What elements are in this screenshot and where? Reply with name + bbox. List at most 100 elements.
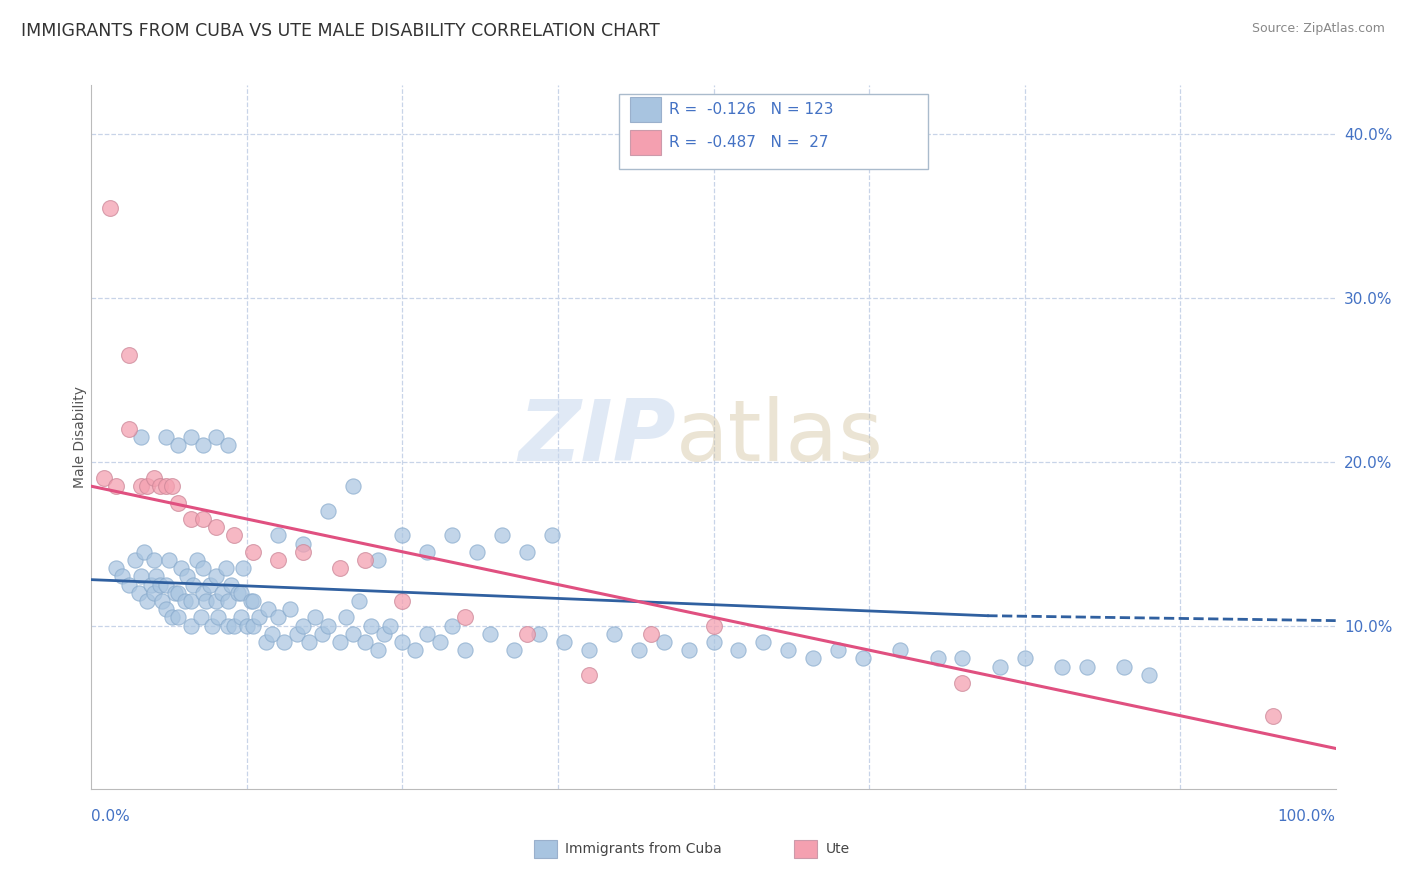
Point [118,348,141,362]
Point [211,586,233,600]
Point [1050,659,1073,673]
Point [329,635,352,649]
Point [242,545,264,559]
Point [242,594,264,608]
Point [207,610,229,624]
Point [155,479,177,493]
Text: R =  -0.126   N = 123: R = -0.126 N = 123 [669,103,834,117]
Point [193,438,215,452]
Point [173,594,195,608]
Text: ZIP: ZIP [519,395,676,479]
Point [170,561,193,575]
Point [391,635,413,649]
Point [702,618,725,632]
Text: IMMIGRANTS FROM CUBA VS UTE MALE DISABILITY CORRELATION CHART: IMMIGRANTS FROM CUBA VS UTE MALE DISABIL… [21,22,659,40]
Point [827,643,849,657]
Point [927,651,949,665]
Point [267,610,290,624]
Point [186,553,208,567]
Point [291,545,314,559]
Point [229,610,252,624]
Point [1263,708,1285,723]
Point [273,635,295,649]
Text: R =  -0.487   N =  27: R = -0.487 N = 27 [669,136,828,150]
Point [215,561,238,575]
Point [391,594,413,608]
Y-axis label: Male Disability: Male Disability [73,386,87,488]
Point [180,618,202,632]
Point [194,594,217,608]
Point [702,635,725,649]
Point [129,569,152,583]
Point [217,618,239,632]
Point [219,577,242,591]
Point [205,594,228,608]
Point [226,586,249,600]
Point [453,643,475,657]
Point [950,676,973,690]
Point [193,586,215,600]
Point [491,528,513,542]
Text: atlas: atlas [676,395,884,479]
Point [136,594,159,608]
Point [316,504,339,518]
Point [162,479,184,493]
Point [180,430,202,444]
Point [193,512,215,526]
Point [247,610,270,624]
Point [183,577,205,591]
Point [142,553,165,567]
Point [1014,651,1036,665]
Point [236,618,259,632]
Point [367,643,389,657]
Point [224,618,246,632]
Point [229,586,252,600]
Point [367,553,389,567]
Point [142,586,165,600]
Point [329,561,352,575]
Point [478,626,501,640]
Point [224,528,246,542]
Point [155,602,177,616]
Point [354,635,377,649]
Point [180,512,202,526]
Point [347,594,370,608]
Point [1114,659,1136,673]
Point [852,651,875,665]
Point [167,586,190,600]
Point [404,643,426,657]
Point [149,479,172,493]
Point [578,667,600,681]
Point [950,651,973,665]
Point [118,422,141,436]
Point [516,626,538,640]
Point [139,577,162,591]
Point [155,577,177,591]
Text: 0.0%: 0.0% [91,809,131,823]
Point [242,618,264,632]
Point [801,651,824,665]
Point [342,479,364,493]
Point [260,626,283,640]
Point [232,561,254,575]
Point [205,430,228,444]
Point [105,561,128,575]
Point [167,610,190,624]
Text: Source: ZipAtlas.com: Source: ZipAtlas.com [1251,22,1385,36]
Point [304,610,326,624]
Point [553,635,575,649]
Point [378,618,401,632]
Point [145,569,167,583]
Point [640,626,662,640]
Point [540,528,562,542]
Point [163,586,186,600]
Point [465,545,488,559]
Point [603,626,626,640]
Point [578,643,600,657]
Point [285,626,308,640]
Point [180,594,202,608]
Point [257,602,280,616]
Point [311,626,333,640]
Point [157,553,180,567]
Point [155,430,177,444]
